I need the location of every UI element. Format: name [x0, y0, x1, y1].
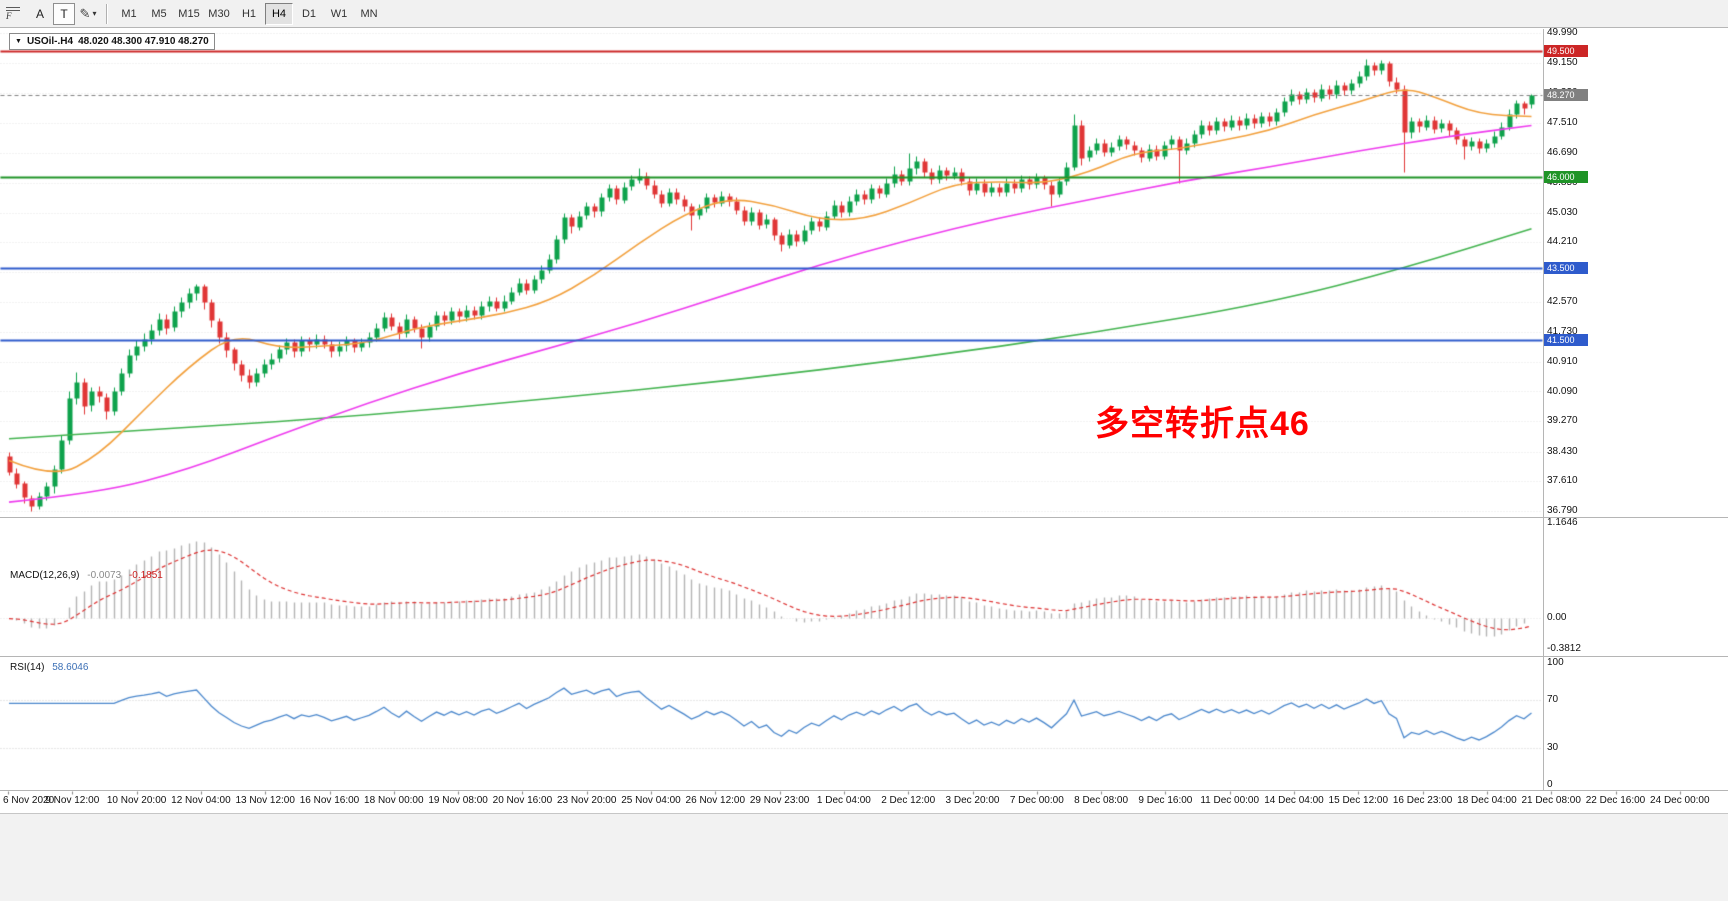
timeframe-m30-button[interactable]: M30: [208, 7, 230, 20]
macd-signal-value: -0.1851: [128, 570, 163, 581]
menu-bar-icon: [6, 7, 20, 8]
collapse-arrow-icon[interactable]: ▼: [15, 38, 22, 45]
timeframe-w1-button[interactable]: W1: [330, 7, 348, 20]
timeframe-d1-button[interactable]: D1: [301, 7, 317, 20]
menu-bar-icon: [6, 10, 20, 11]
rsi-value: 58.6046: [52, 662, 89, 673]
ohlc-values: 48.020 48.300 47.910 48.270: [78, 36, 209, 47]
menu-f-label: F: [6, 11, 12, 21]
toolbar-separator: [106, 3, 108, 24]
timeframe-m15-button[interactable]: M15: [178, 7, 200, 20]
chevron-down-icon: ▾: [92, 9, 97, 18]
macd-main-value: -0.0073: [87, 570, 122, 581]
panel-splitter[interactable]: [0, 656, 1728, 657]
label-tool-button[interactable]: T: [53, 2, 75, 25]
pencil-icon: ✎: [79, 5, 91, 21]
timeframe-button-group: M1 M5 M15 M30 H1 H4 D1 W1 MN: [114, 2, 384, 25]
timeframe-h1-button[interactable]: H1: [241, 7, 257, 20]
symbol-title: USOil-.H4: [26, 36, 74, 47]
macd-panel-label: MACD(12,26,9) -0.0073 -0.1851: [10, 570, 163, 581]
timeframe-h4-button[interactable]: H4: [265, 2, 293, 25]
chart-menu-icon[interactable]: F: [2, 1, 28, 27]
chart-title-box: ▼ USOil-.H4 48.020 48.300 47.910 48.270: [9, 33, 215, 50]
window-bottom-area: [0, 813, 1728, 901]
draw-tool-button[interactable]: ✎ ▾: [77, 3, 99, 25]
rsi-indicator-name: RSI(14): [10, 662, 45, 673]
chart-text-annotation: 多空转折点46: [1095, 405, 1310, 443]
timeframe-mn-button[interactable]: MN: [360, 7, 378, 20]
price-scale-border: [1543, 29, 1544, 790]
time-axis-border: [0, 790, 1728, 791]
rsi-panel-label: RSI(14) 58.6046: [10, 662, 88, 673]
panel-splitter[interactable]: [0, 517, 1728, 518]
timeframe-m1-button[interactable]: M1: [121, 7, 137, 20]
toolbar: F A T ✎ ▾ M1 M5 M15 M30 H1 H4 D1 W1 MN: [0, 0, 1728, 28]
macd-indicator-name: MACD(12,26,9): [10, 570, 80, 581]
timeframe-m5-button[interactable]: M5: [151, 7, 167, 20]
text-tool-button[interactable]: A: [35, 6, 44, 21]
